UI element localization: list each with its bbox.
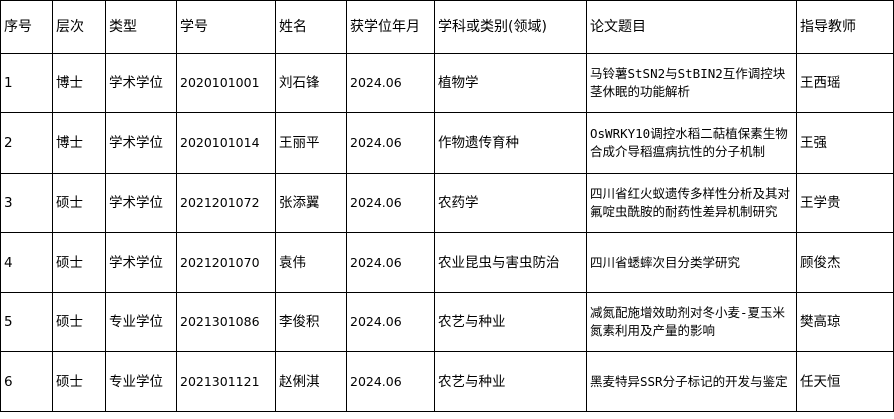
cell: 王学贵 [796, 173, 894, 233]
cell: 2021201072 [176, 173, 276, 233]
cell: 学术学位 [105, 112, 177, 174]
cell: 博士 [52, 112, 106, 174]
cell: 王西瑶 [796, 53, 894, 113]
data-row: 5 硕士 专业学位 2021301086 李俊积 2024.06 农艺与种业 减氮配施增效助剂… [0, 292, 894, 352]
cell: 学术学位 [105, 53, 177, 113]
cell: 王丽平 [275, 112, 347, 174]
cell: 博士 [52, 53, 106, 113]
cell: 学术学位 [105, 232, 177, 293]
cell: 黑麦特异SSR分子标记的开发与鉴定 [586, 351, 797, 412]
cell: 2024.06 [346, 292, 435, 352]
header-cell: 学号 [176, 0, 276, 54]
cell: 2024.06 [346, 112, 435, 174]
cell: OsWRKY10调控水稻二萜植保素生物合成介导稻瘟病抗性的分子机制 [586, 112, 797, 174]
cell: 1 [0, 53, 53, 113]
cell: 顾俊杰 [796, 232, 894, 293]
cell: 四川省蟋蟀次目分类学研究 [586, 232, 797, 293]
cell: 袁伟 [275, 232, 347, 293]
cell: 农业昆虫与害虫防治 [434, 232, 587, 293]
cell: 2021301121 [176, 351, 276, 412]
cell: 马铃薯StSN2与StBIN2互作调控块茎休眠的功能解析 [586, 53, 797, 113]
cell: 硕士 [52, 292, 106, 352]
cell: 张添翼 [275, 173, 347, 233]
cell: 刘石锋 [275, 53, 347, 113]
cell: 专业学位 [105, 351, 177, 412]
cell: 硕士 [52, 173, 106, 233]
cell: 2020101014 [176, 112, 276, 174]
header-cell: 学科或类别(领域) [434, 0, 587, 54]
cell: 作物遗传育种 [434, 112, 587, 174]
cell: 2021301086 [176, 292, 276, 352]
cell: 6 [0, 351, 53, 412]
cell: 任天恒 [796, 351, 894, 412]
cell: 植物学 [434, 53, 587, 113]
cell: 农艺与种业 [434, 292, 587, 352]
cell: 2024.06 [346, 173, 435, 233]
header-cell: 类型 [105, 0, 177, 54]
cell: 4 [0, 232, 53, 293]
data-row: 6 硕士 专业学位 2021301121 赵俐淇 2024.06 农艺与种业 黑麦特异SSR分… [0, 351, 894, 412]
cell: 3 [0, 173, 53, 233]
cell: 2024.06 [346, 53, 435, 113]
cell: 王强 [796, 112, 894, 174]
header-cell: 指导教师 [796, 0, 894, 54]
data-row: 3 硕士 学术学位 2021201072 张添翼 2024.06 农药学 四川省红火蚁遗传多样… [0, 173, 894, 233]
cell: 赵俐淇 [275, 351, 347, 412]
cell: 减氮配施增效助剂对冬小麦-夏玉米氮素利用及产量的影响 [586, 292, 797, 352]
header-cell: 获学位年月 [346, 0, 435, 54]
cell: 2020101001 [176, 53, 276, 113]
cell: 樊高琼 [796, 292, 894, 352]
cell: 硕士 [52, 351, 106, 412]
cell: 李俊积 [275, 292, 347, 352]
header-row: 序号 层次 类型 学号 姓名 获学位年月 学科或类别(领域) 论文题目 指导教师 [0, 0, 894, 54]
cell: 四川省红火蚁遗传多样性分析及其对氟啶虫酰胺的耐药性差异机制研究 [586, 173, 797, 233]
cell: 硕士 [52, 232, 106, 293]
cell: 专业学位 [105, 292, 177, 352]
header-cell: 论文题目 [586, 0, 797, 54]
cell: 2 [0, 112, 53, 174]
cell: 2021201070 [176, 232, 276, 293]
cell: 农药学 [434, 173, 587, 233]
data-row: 2 博士 学术学位 2020101014 王丽平 2024.06 作物遗传育种 OsWRKY1… [0, 112, 894, 174]
cell: 学术学位 [105, 173, 177, 233]
cell: 2024.06 [346, 232, 435, 293]
cell: 2024.06 [346, 351, 435, 412]
data-row: 4 硕士 学术学位 2021201070 袁伟 2024.06 农业昆虫与害虫防治 四川省蟋蟀… [0, 232, 894, 293]
cell: 农艺与种业 [434, 351, 587, 412]
header-cell: 姓名 [275, 0, 347, 54]
header-cell: 层次 [52, 0, 106, 54]
cell: 5 [0, 292, 53, 352]
data-row: 1 博士 学术学位 2020101001 刘石锋 2024.06 植物学 马铃薯StSN2与S… [0, 53, 894, 113]
header-cell: 序号 [0, 0, 53, 54]
